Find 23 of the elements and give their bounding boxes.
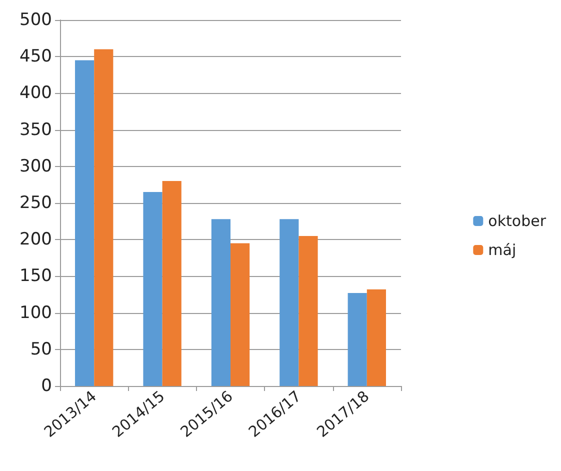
bar (211, 219, 230, 386)
bar (348, 293, 367, 386)
y-tick-label: 400 (20, 83, 52, 104)
y-tick-label: 250 (20, 193, 52, 213)
y-tick-label: 350 (20, 120, 52, 140)
legend-label: oktober (488, 212, 547, 230)
y-tick-label: 100 (20, 302, 52, 323)
bar (75, 60, 94, 386)
bar (94, 49, 114, 386)
y-tick-label: 500 (20, 10, 52, 30)
bar (162, 181, 182, 386)
bar (143, 192, 162, 386)
y-tick-label: 150 (20, 266, 52, 286)
y-tick-label: 50 (30, 339, 52, 360)
bar (230, 243, 250, 386)
bar (298, 236, 318, 386)
legend-label: máj (488, 241, 516, 259)
y-tick-label: 450 (20, 46, 52, 67)
y-tick-label: 300 (20, 156, 52, 176)
bar (280, 219, 299, 386)
y-tick-label: 200 (20, 230, 52, 250)
y-tick-label: 0 (41, 376, 52, 396)
bar (366, 289, 386, 386)
